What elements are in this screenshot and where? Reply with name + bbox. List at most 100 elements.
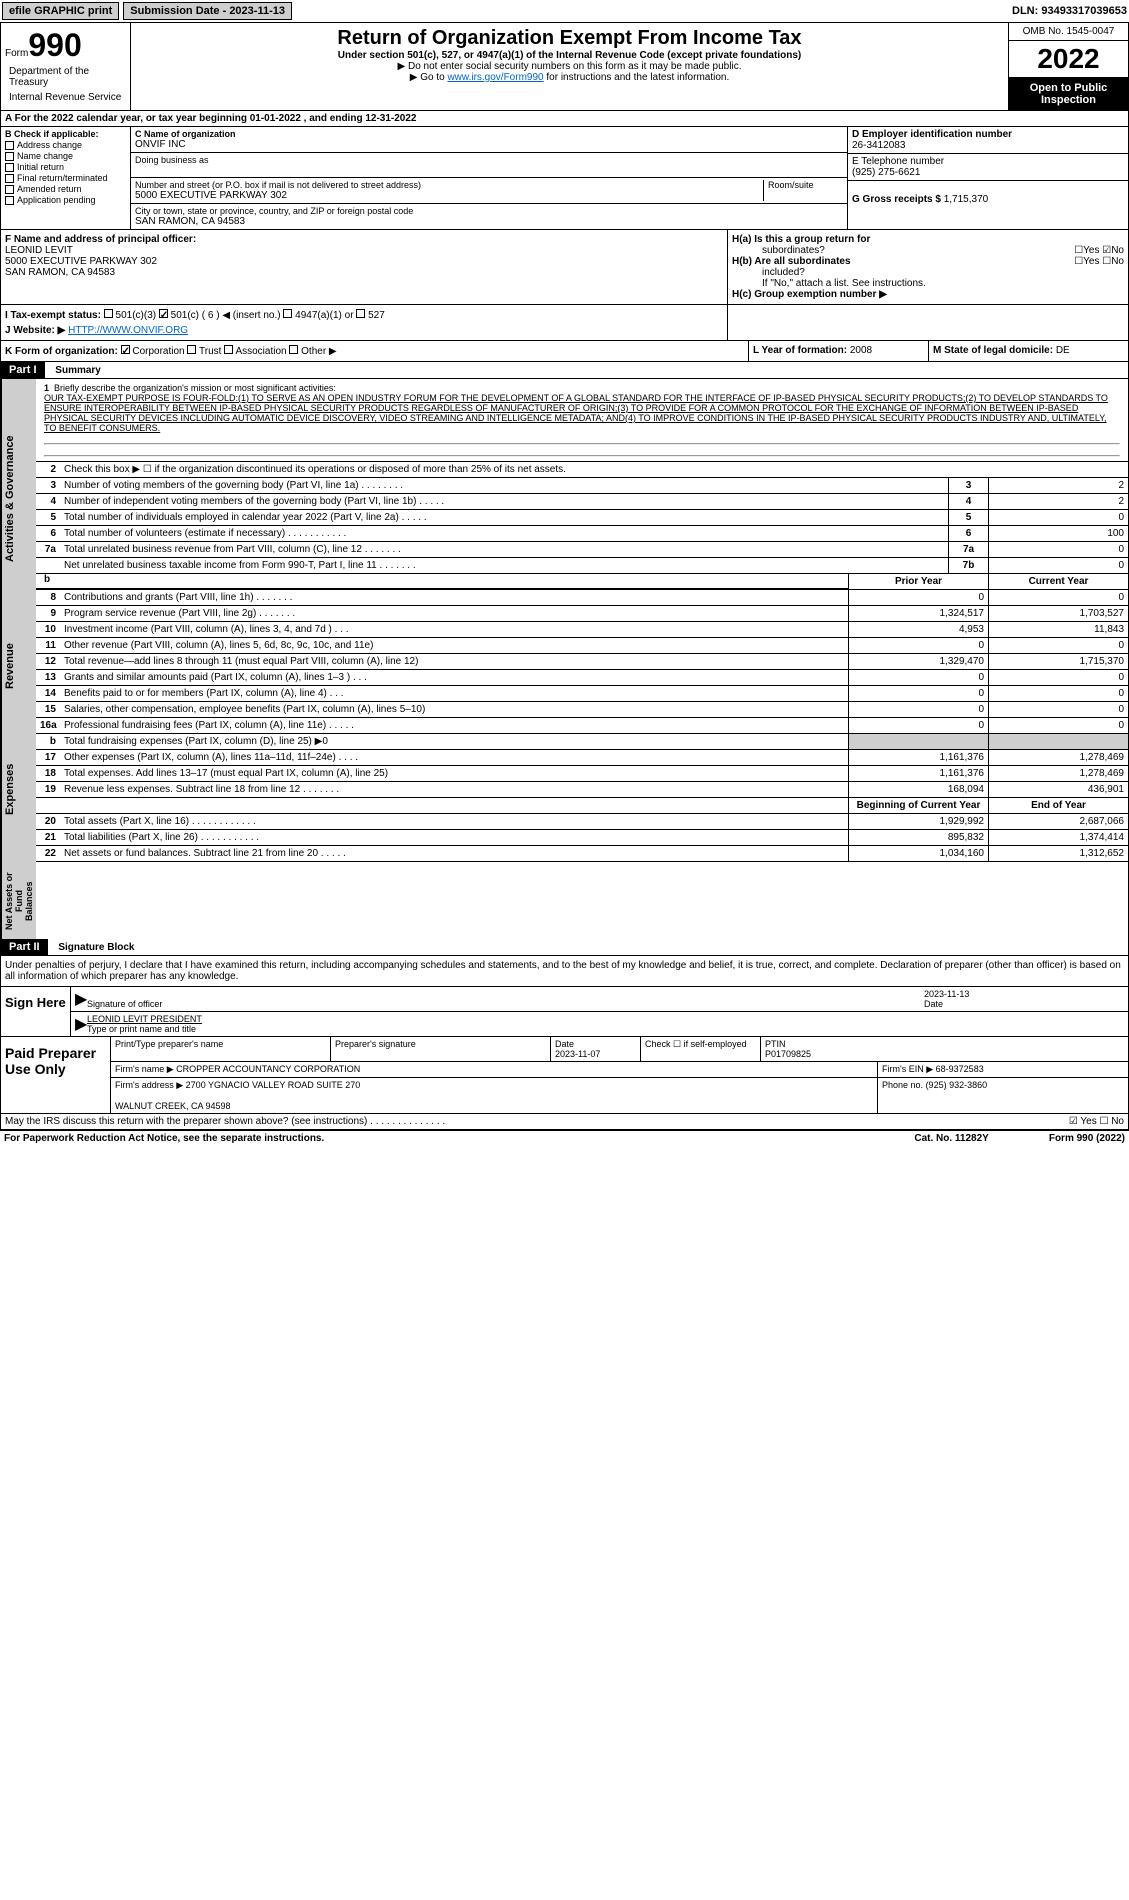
ha-sub: subordinates? (732, 245, 825, 256)
line-a-text: For the 2022 calendar year, or tax year … (15, 113, 417, 124)
column-d: D Employer identification number 26-3412… (848, 127, 1128, 229)
cb-other[interactable] (289, 345, 298, 354)
line-5: 5 Total number of individuals employed i… (36, 510, 1128, 526)
current-year-header: Current Year (988, 574, 1128, 589)
section-h-cont (728, 305, 1128, 340)
line-12: 12 Total revenue—add lines 8 through 11 … (36, 654, 1128, 670)
form-header: Form990 Department of the Treasury Inter… (1, 23, 1128, 111)
line-17: 17 Other expenses (Part IX, column (A), … (36, 750, 1128, 766)
firm-phone-cell: Phone no. (925) 932-3860 (878, 1078, 1128, 1113)
ha-sub-row: subordinates?☐Yes ☑No (732, 245, 1124, 256)
form-container: Form990 Department of the Treasury Inter… (0, 22, 1129, 1131)
cb-final-return[interactable]: Final return/terminated (5, 173, 126, 183)
line-k: K Form of organization: ✓ Corporation Tr… (1, 341, 748, 361)
line-8: 8 Contributions and grants (Part VIII, l… (36, 590, 1128, 606)
website-link[interactable]: HTTP://WWW.ONVIF.ORG (68, 325, 188, 336)
line-16a: 16a Professional fundraising fees (Part … (36, 718, 1128, 734)
part1-header-row: Part I Summary (1, 362, 1128, 379)
part2-title: Signature Block (50, 940, 142, 955)
submission-date-button[interactable]: Submission Date - 2023-11-13 (123, 2, 292, 20)
line-11: 11 Other revenue (Part VIII, column (A),… (36, 638, 1128, 654)
efile-print-button[interactable]: efile GRAPHIC print (2, 2, 119, 20)
sig-officer-line: ▶ Signature of officer 2023-11-13Date (71, 987, 1128, 1012)
vtabs: Activities & Governance Revenue Expenses… (1, 379, 36, 939)
line-6: 6 Total number of volunteers (estimate i… (36, 526, 1128, 542)
part2-header-row: Part II Signature Block (1, 939, 1128, 956)
cb-501c3[interactable] (104, 309, 113, 318)
cb-trust[interactable] (187, 345, 196, 354)
form-subtitle: Under section 501(c), 527, or 4947(a)(1)… (135, 50, 1004, 61)
city-label: City or town, state or province, country… (135, 206, 843, 216)
sign-here-label: Sign Here (1, 987, 71, 1036)
prep-row-1: Print/Type preparer's name Preparer's si… (111, 1037, 1128, 1062)
firm-name-row: Firm's name ▶ CROPPER ACCOUNTANCY CORPOR… (111, 1062, 1128, 1078)
form-title: Return of Organization Exempt From Incom… (135, 27, 1004, 50)
sig-name: LEONID LEVIT PRESIDENTType or print name… (87, 1014, 1124, 1034)
line-15: 15 Salaries, other compensation, employe… (36, 702, 1128, 718)
firm-addr-cell: Firm's address ▶ 2700 YGNACIO VALLEY ROA… (111, 1078, 878, 1113)
column-c: C Name of organization ONVIF INC Doing b… (131, 127, 848, 229)
cb-address-change[interactable]: Address change (5, 140, 126, 150)
section-f-h: F Name and address of principal officer:… (1, 230, 1128, 305)
ha-row: H(a) Is this a group return for (732, 234, 1124, 245)
form-note-2: ▶ Go to www.irs.gov/Form990 for instruct… (135, 72, 1004, 83)
dln-label: DLN: 93493317039653 (1012, 5, 1127, 17)
sig-date: 2023-11-13Date (924, 989, 1124, 1009)
cb-amended[interactable]: Amended return (5, 184, 126, 194)
line-2: 2 Check this box ▶ ☐ if the organization… (36, 462, 1128, 478)
summary-content: 1 Briefly describe the organization's mi… (36, 379, 1128, 939)
line-j: J Website: ▶ HTTP://WWW.ONVIF.ORG (5, 325, 723, 336)
city-value: SAN RAMON, CA 94583 (135, 216, 843, 227)
line-a: A For the 2022 calendar year, or tax yea… (1, 111, 1128, 127)
irs-label: Internal Revenue Service (5, 90, 126, 105)
net-header: Beginning of Current Year End of Year (36, 798, 1128, 814)
line-l: L Year of formation: 2008 (748, 341, 928, 361)
line-b: b Total fundraising expenses (Part IX, c… (36, 734, 1128, 750)
cb-corp[interactable]: ✓ (121, 345, 130, 354)
room-label: Room/suite (763, 180, 843, 201)
line-7a: 7a Total unrelated business revenue from… (36, 542, 1128, 558)
part1-body: Activities & Governance Revenue Expenses… (1, 379, 1128, 939)
header-title-cell: Return of Organization Exempt From Incom… (131, 23, 1008, 110)
hb-sub: included? (732, 267, 1124, 278)
cb-initial-return[interactable]: Initial return (5, 162, 126, 172)
line-l-label: L Year of formation: (753, 345, 847, 356)
discuss-yes-no: ☑ Yes ☐ No (1069, 1116, 1124, 1127)
sign-fields: ▶ Signature of officer 2023-11-13Date ▶ … (71, 987, 1128, 1036)
col-b-header: B Check if applicable: (5, 129, 126, 139)
line1-label: Briefly describe the organization's miss… (54, 383, 336, 393)
line2-text: Check this box ▶ ☐ if the organization d… (60, 462, 1128, 477)
line-7b: Net unrelated business taxable income fr… (36, 558, 1128, 574)
line-22: 22 Net assets or fund balances. Subtract… (36, 846, 1128, 862)
paid-grid: Print/Type preparer's name Preparer's si… (111, 1037, 1128, 1113)
prep-sig-label: Preparer's signature (331, 1037, 551, 1061)
part1-title: Summary (47, 363, 109, 378)
cb-name-change[interactable]: Name change (5, 151, 126, 161)
form-footer: Form 990 (2022) (1049, 1133, 1125, 1144)
hb-note: If "No," attach a list. See instructions… (732, 278, 1124, 289)
header-right-cell: OMB No. 1545-0047 2022 Open to Public In… (1008, 23, 1128, 110)
line-3: 3 Number of voting members of the govern… (36, 478, 1128, 494)
paid-preparer-label: Paid Preparer Use Only (1, 1037, 111, 1113)
dept-label: Department of the Treasury (5, 64, 126, 90)
form-label: Form (5, 48, 28, 59)
cb-assoc[interactable] (224, 345, 233, 354)
officer-addr1: 5000 EXECUTIVE PARKWAY 302 (5, 256, 723, 267)
cb-527[interactable] (356, 309, 365, 318)
irs-link[interactable]: www.irs.gov/Form990 (447, 72, 543, 83)
gross-value: 1,715,370 (944, 194, 989, 205)
firm-addr-row: Firm's address ▶ 2700 YGNACIO VALLEY ROA… (111, 1078, 1128, 1113)
cb-app-pending[interactable]: Application pending (5, 195, 126, 205)
line-m-label: M State of legal domicile: (933, 345, 1053, 356)
line-j-label: J Website: ▶ (5, 325, 65, 336)
column-b: B Check if applicable: Address change Na… (1, 127, 131, 229)
cb-4947[interactable] (283, 309, 292, 318)
form-note-1: ▶ Do not enter social security numbers o… (135, 61, 1004, 72)
officer-label: F Name and address of principal officer: (5, 234, 723, 245)
beginning-header: Beginning of Current Year (848, 798, 988, 813)
declaration: Under penalties of perjury, I declare th… (1, 956, 1128, 987)
line-k-label: K Form of organization: (5, 346, 118, 357)
omb-label: OMB No. 1545-0047 (1009, 23, 1128, 41)
cb-501c[interactable]: ✓ (159, 309, 168, 318)
prior-year-header: Prior Year (848, 574, 988, 589)
